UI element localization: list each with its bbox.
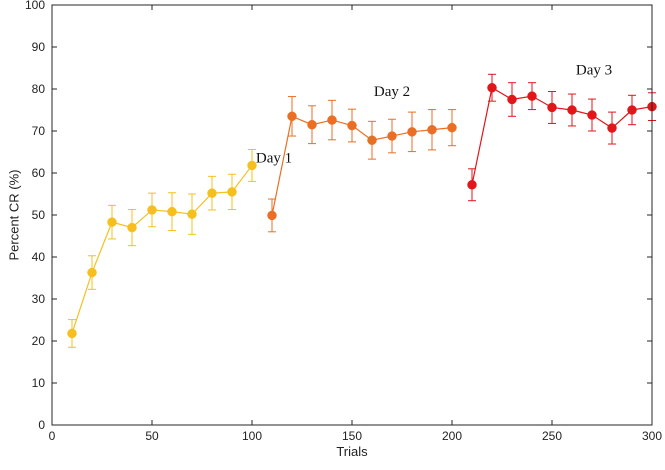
annotation-day-2: Day 2: [374, 84, 410, 100]
data-point: [287, 111, 297, 122]
series-day-1: [67, 148, 257, 348]
x-tick-label: 200: [442, 429, 462, 443]
series-line: [71, 165, 253, 334]
annotation-day-3: Day 3: [576, 62, 612, 78]
data-point: [607, 123, 617, 133]
data-point: [347, 120, 357, 131]
data-point: [187, 209, 197, 219]
axes: 0 50 100 150 200 250 300 0 10 20 30 40 50 60 70 80 90 100: [25, 0, 662, 443]
data-point: [547, 102, 557, 113]
axes-box: [51, 4, 653, 426]
plot-area: [67, 73, 657, 348]
data-point: [147, 205, 157, 215]
y-tick-label: 30: [32, 292, 46, 306]
x-tick-label: 50: [145, 429, 159, 443]
data-point: [447, 122, 457, 133]
annotations: Day 1 Day 2 Day 3: [256, 62, 612, 166]
series-day-2: [267, 96, 457, 233]
y-tick-label: 80: [32, 82, 46, 96]
y-tick-label: 0: [38, 418, 45, 432]
data-point: [227, 187, 237, 197]
y-tick-label: 70: [32, 124, 46, 138]
data-point: [407, 127, 417, 137]
y-tick-label: 10: [32, 376, 46, 390]
data-point: [107, 217, 117, 227]
series-line: [271, 115, 453, 216]
data-point: [127, 222, 137, 233]
y-tick-label: 40: [32, 250, 46, 264]
data-point: [167, 206, 177, 217]
data-point: [427, 124, 437, 135]
y-axis-label: Percent CR (%): [7, 169, 22, 260]
y-tick-label: 20: [32, 334, 46, 348]
data-point: [507, 94, 517, 105]
x-tick-label: 100: [242, 429, 262, 443]
data-point: [367, 135, 377, 145]
data-point: [307, 119, 317, 130]
data-point: [67, 328, 77, 339]
data-point: [87, 267, 97, 278]
data-point: [627, 105, 637, 115]
series-line: [471, 86, 653, 185]
axis-labels: Trials Percent CR (%): [7, 169, 369, 459]
data-point: [567, 105, 577, 115]
y-tick-label: 100: [25, 0, 45, 12]
data-point: [587, 110, 597, 120]
annotation-day-1: Day 1: [256, 151, 292, 167]
data-point: [207, 188, 217, 198]
data-point: [247, 160, 257, 171]
series-day-3: [467, 73, 657, 202]
y-tick-label: 50: [32, 208, 46, 222]
data-point: [327, 115, 337, 125]
y-tick-label: 90: [32, 40, 46, 54]
y-tick-label: 60: [32, 166, 46, 180]
x-tick-label: 0: [49, 429, 56, 443]
data-point: [267, 210, 277, 221]
data-point: [387, 131, 397, 141]
x-tick-label: 250: [542, 429, 562, 443]
x-tick-label: 150: [342, 429, 362, 443]
x-tick-label: 300: [642, 429, 662, 443]
data-point: [487, 82, 497, 93]
x-axis-label: Trials: [336, 444, 368, 459]
data-point: [467, 180, 477, 190]
data-point: [527, 91, 537, 101]
